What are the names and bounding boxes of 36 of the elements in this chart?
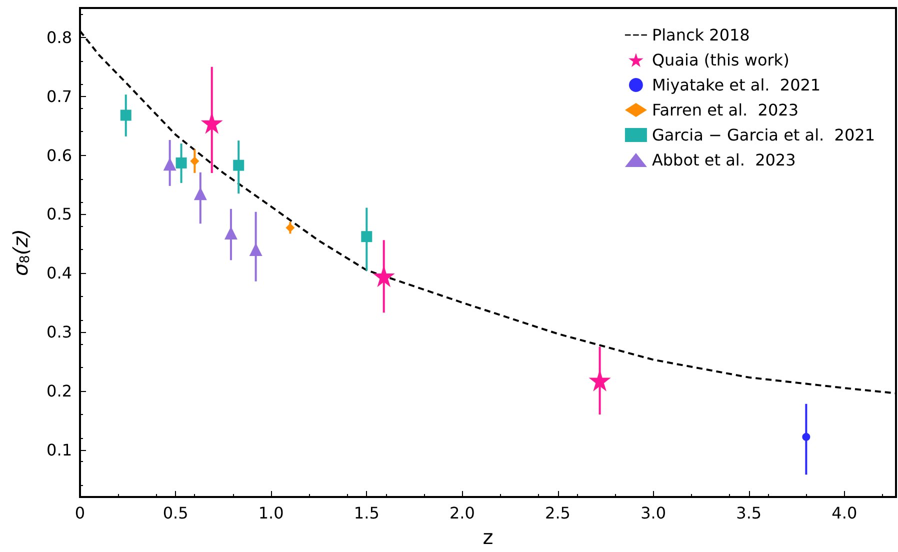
x-axis-title: z bbox=[482, 525, 494, 549]
legend-label: Abbot et al. 2023 bbox=[652, 150, 796, 170]
legend-label: Garcia − Garcia et al. 2021 bbox=[652, 126, 875, 144]
x-tick-label: 0 bbox=[74, 504, 86, 522]
x-tick-label: 1.0 bbox=[258, 504, 284, 522]
y-tick-label: 0.4 bbox=[46, 264, 72, 283]
point bbox=[286, 223, 295, 232]
y-tick-label: 0.3 bbox=[46, 322, 72, 342]
point bbox=[176, 157, 187, 168]
x-tick-label: 4.0 bbox=[832, 504, 858, 522]
x-tick-label: 0.5 bbox=[162, 504, 188, 522]
y-tick-label: 0.7 bbox=[46, 86, 72, 106]
point bbox=[120, 110, 132, 121]
y-tick-label: 0.5 bbox=[46, 204, 72, 224]
x-tick-label: 1.5 bbox=[354, 504, 380, 522]
y-tick-label: 0.1 bbox=[46, 440, 72, 460]
legend-label: Quaia (this work) bbox=[652, 50, 790, 70]
point bbox=[194, 187, 207, 200]
y-axis-title: σ8(z) bbox=[8, 228, 33, 276]
x-tick-label: 3.5 bbox=[736, 504, 762, 522]
x-tick-label: 2.5 bbox=[545, 504, 570, 522]
point bbox=[249, 243, 262, 256]
point bbox=[361, 231, 372, 242]
x-tick-label: 3.0 bbox=[640, 504, 666, 522]
y-tick-label: 0.2 bbox=[46, 381, 72, 400]
legend-label: Farren et al. 2023 bbox=[652, 100, 799, 120]
point bbox=[802, 432, 810, 441]
point bbox=[163, 158, 176, 171]
x-tick-label: 2.0 bbox=[449, 504, 475, 522]
legend-label: Miyatake et al. 2021 bbox=[652, 76, 821, 94]
point bbox=[233, 160, 244, 171]
y-tick-label: 0.6 bbox=[46, 146, 72, 165]
point bbox=[224, 226, 238, 240]
legend-label: Planck 2018 bbox=[652, 26, 750, 44]
point bbox=[190, 156, 200, 166]
y-tick-label: 0.8 bbox=[46, 28, 72, 47]
